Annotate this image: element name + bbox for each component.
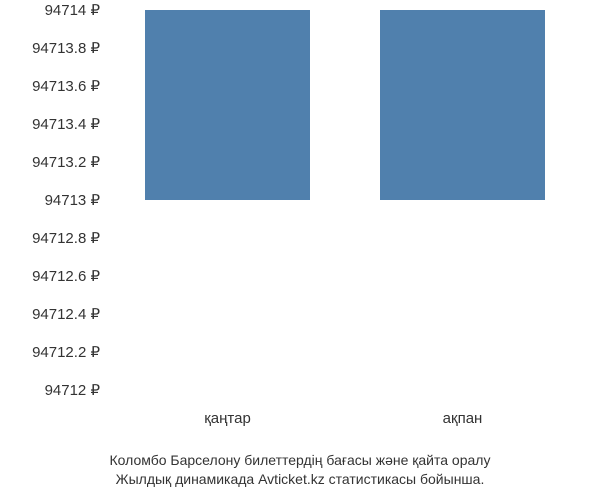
y-tick-label: 94712.2 ₽ [32, 343, 100, 361]
y-tick-label: 94712.6 ₽ [32, 267, 100, 285]
bar [380, 10, 545, 200]
caption-line-2: Жылдық динамикада Avticket.kz статистика… [0, 470, 600, 490]
y-tick-label: 94713.2 ₽ [32, 153, 100, 171]
y-tick-label: 94713 ₽ [45, 191, 100, 209]
plot-area [110, 10, 580, 390]
x-tick-label: ақпан [443, 410, 483, 427]
y-axis: 94714 ₽94713.8 ₽94713.6 ₽94713.4 ₽94713.… [0, 10, 105, 390]
y-tick-label: 94712 ₽ [45, 381, 100, 399]
y-tick-label: 94713.4 ₽ [32, 115, 100, 133]
x-tick-label: қаңтар [204, 410, 251, 427]
y-tick-label: 94714 ₽ [45, 1, 100, 19]
y-tick-label: 94713.8 ₽ [32, 39, 100, 57]
y-tick-label: 94712.4 ₽ [32, 305, 100, 323]
x-axis-labels: қаңтар ақпан [110, 410, 580, 435]
chart-container: 94714 ₽ 94713.8 ₽ 94713.6 ₽ 94713.4 ₽ 94713.… [0, 0, 600, 500]
y-tick-label: 94713.6 ₽ [32, 77, 100, 95]
chart-caption: Коломбо Барселону билеттердің бағасы жән… [0, 451, 600, 490]
caption-line-1: Коломбо Барселону билеттердің бағасы жән… [0, 451, 600, 471]
y-tick-label: 94712.8 ₽ [32, 229, 100, 247]
bar [145, 10, 310, 200]
